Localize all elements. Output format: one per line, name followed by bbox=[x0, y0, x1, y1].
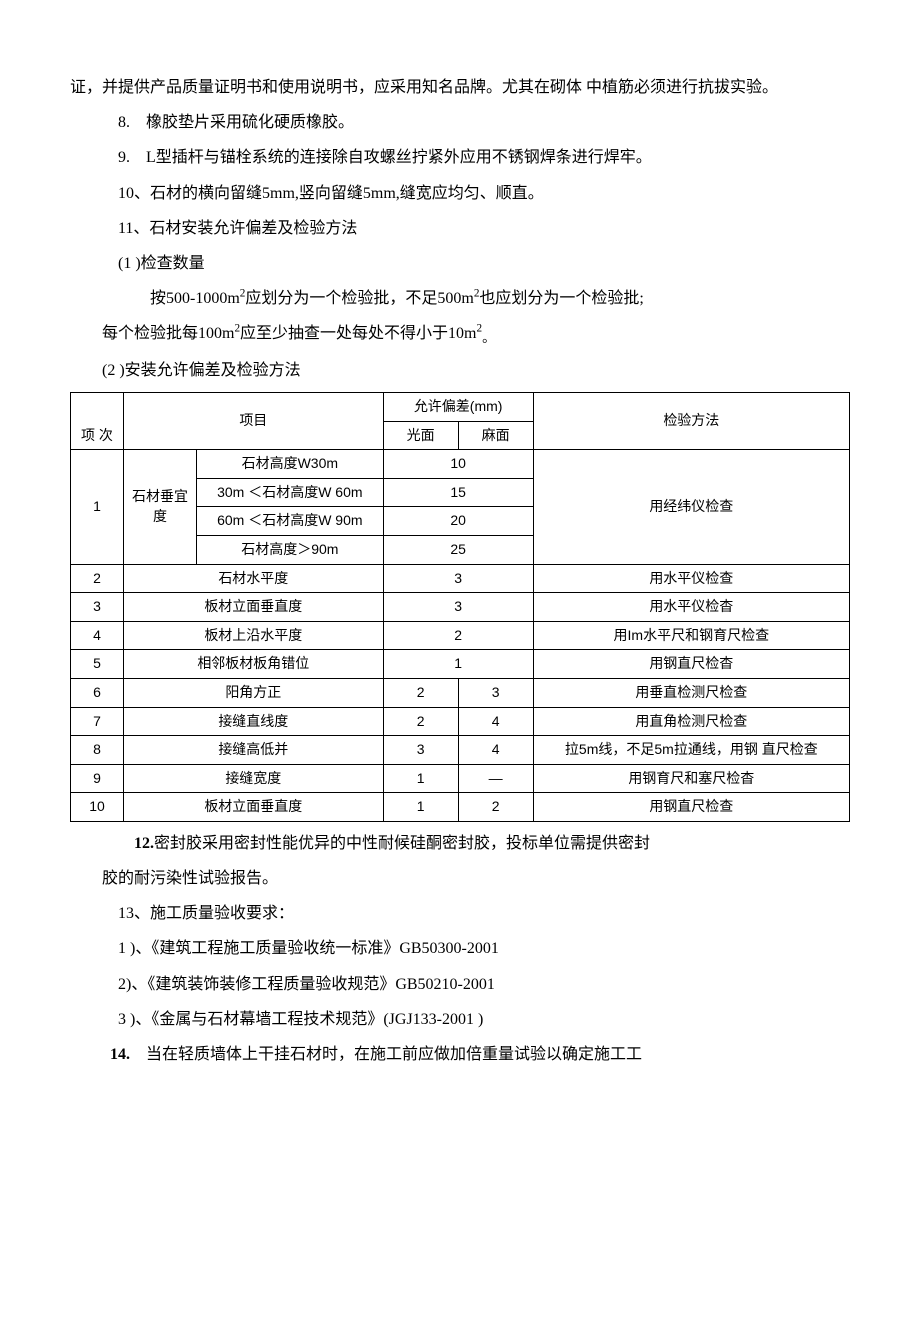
table-row: 2 石材水平度 3 用水平仪检查 bbox=[71, 564, 850, 593]
table-row: 4 板材上沿水平度 2 用Im水平尺和钢育尺检查 bbox=[71, 621, 850, 650]
cell-item: 接缝高低并 bbox=[124, 736, 384, 765]
header-index: 项 次 bbox=[71, 393, 124, 450]
paragraph-11: 11、石材安装允许偏差及检验方法 bbox=[70, 211, 850, 246]
cell-item: 阳角方正 bbox=[124, 678, 384, 707]
cell-item: 板材立面垂直度 bbox=[124, 793, 384, 822]
paragraph-13: 13、施工质量验收要求： bbox=[70, 896, 850, 931]
subscript-o: 。 bbox=[482, 331, 495, 346]
table-row: 6 阳角方正 2 3 用垂直检测尺检查 bbox=[71, 678, 850, 707]
table-row: 8 接缝高低并 3 4 拉5m线，不足5m拉通线，用钢 直尺检查 bbox=[71, 736, 850, 765]
cell-item: 石材水平度 bbox=[124, 564, 384, 593]
cell-index: 8 bbox=[71, 736, 124, 765]
cell-index: 4 bbox=[71, 621, 124, 650]
text-frag: 也应划分为一个检验批; bbox=[479, 290, 643, 307]
tolerance-table: 项 次 项目 允许偏差(mm) 检验方法 光面 麻面 1 石材垂宜度 石材高度W… bbox=[70, 392, 850, 822]
cell-value: 2 bbox=[383, 678, 458, 707]
cell-value: 4 bbox=[458, 736, 533, 765]
cell-item: 60m ＜石材高度W 90m bbox=[197, 507, 384, 536]
cell-value: 1 bbox=[383, 793, 458, 822]
text-frag: 应至少抽查一处每处不得小于10m bbox=[240, 325, 476, 342]
cell-item: 30m ＜石材高度W 60m bbox=[197, 478, 384, 507]
header-item: 项目 bbox=[124, 393, 384, 450]
table-row: 9 接缝宽度 1 — 用钢育尺和塞尺检杳 bbox=[71, 764, 850, 793]
paragraph-12b: 胶的耐污染性试验报告。 bbox=[70, 861, 850, 896]
cell-value: 3 bbox=[383, 564, 533, 593]
cell-item: 石材高度W30m bbox=[197, 450, 384, 479]
cell-item: 板材上沿水平度 bbox=[124, 621, 384, 650]
cell-index: 1 bbox=[71, 450, 124, 564]
cell-value: 1 bbox=[383, 650, 533, 679]
cell-method: 用经纬仪检查 bbox=[533, 450, 849, 564]
paragraph-13-2: 2)、《建筑装饰装修工程质量验收规范》GB50210-2001 bbox=[70, 967, 850, 1002]
cell-value: 15 bbox=[383, 478, 533, 507]
table-row: 10 板材立面垂直度 1 2 用钢直尺检查 bbox=[71, 793, 850, 822]
document-page: 证，并提供产品质量证明书和使用说明书，应采用知名品牌。尤其在砌体 中植筋必须进行… bbox=[0, 0, 920, 1112]
cell-index: 5 bbox=[71, 650, 124, 679]
paragraph-11-1: (1 )检查数量 bbox=[70, 246, 850, 281]
cell-item: 石材高度＞90m bbox=[197, 535, 384, 564]
cell-method: 拉5m线，不足5m拉通线，用钢 直尺检查 bbox=[533, 736, 849, 765]
cell-item: 相邻板材板角错位 bbox=[124, 650, 384, 679]
item-number: 14. bbox=[110, 1046, 130, 1063]
header-tol1: 光面 bbox=[383, 421, 458, 450]
cell-index: 6 bbox=[71, 678, 124, 707]
header-tolerance: 允许偏差(mm) bbox=[383, 393, 533, 422]
cell-method: 用钢直尺检查 bbox=[533, 793, 849, 822]
paragraph-13-1: 1 )、《建筑工程施工质量验收统一标准》GB50300-2001 bbox=[70, 931, 850, 966]
cell-method: 用钢直尺检杳 bbox=[533, 650, 849, 679]
cell-value: 1 bbox=[383, 764, 458, 793]
text-frag: 应划分为一个检验批，不足500m bbox=[245, 290, 473, 307]
cell-item: 板材立面垂直度 bbox=[124, 593, 384, 622]
cell-method: 用钢育尺和塞尺检杳 bbox=[533, 764, 849, 793]
paragraph-14: 14. 当在轻质墙体上干挂石材时，在施工前应做加倍重量试验以确定施工工 bbox=[70, 1037, 850, 1072]
cell-value: 3 bbox=[458, 678, 533, 707]
cell-value: 4 bbox=[458, 707, 533, 736]
table-row: 5 相邻板材板角错位 1 用钢直尺检杳 bbox=[71, 650, 850, 679]
cell-value: 2 bbox=[383, 621, 533, 650]
cell-value: 20 bbox=[383, 507, 533, 536]
cell-value: 2 bbox=[458, 793, 533, 822]
table-row: 1 石材垂宜度 石材高度W30m 10 用经纬仪检查 bbox=[71, 450, 850, 479]
cell-value: 3 bbox=[383, 593, 533, 622]
cell-index: 7 bbox=[71, 707, 124, 736]
paragraph-9: 9. L型插杆与锚栓系统的连接除自攻螺丝拧紧外应用不锈钢焊条进行焊牢。 bbox=[70, 140, 850, 175]
cell-method: 用垂直检测尺检查 bbox=[533, 678, 849, 707]
cell-index: 3 bbox=[71, 593, 124, 622]
paragraph-8: 8. 橡胶垫片采用硫化硬质橡胶。 bbox=[70, 105, 850, 140]
cell-method: 用水平仪检查 bbox=[533, 564, 849, 593]
cell-item: 接缝宽度 bbox=[124, 764, 384, 793]
table-header-row: 项 次 项目 允许偏差(mm) 检验方法 bbox=[71, 393, 850, 422]
cell-value: 25 bbox=[383, 535, 533, 564]
paragraph-11-2: (2 )安装允许偏差及检验方法 bbox=[70, 353, 850, 388]
cell-value: — bbox=[458, 764, 533, 793]
cell-value: 3 bbox=[383, 736, 458, 765]
cell-index: 10 bbox=[71, 793, 124, 822]
table-row: 3 板材立面垂直度 3 用水平仪检杳 bbox=[71, 593, 850, 622]
paragraph-11-1-body1: 按500-1000m2应划分为一个检验批，不足500m2也应划分为一个检验批; bbox=[70, 281, 850, 316]
header-tol2: 麻面 bbox=[458, 421, 533, 450]
cell-value: 10 bbox=[383, 450, 533, 479]
paragraph-11-1-body2: 每个检验批每100m2应至少抽查一处每处不得小于10m2。 bbox=[70, 316, 850, 353]
header-method: 检验方法 bbox=[533, 393, 849, 450]
paragraph-intro: 证，并提供产品质量证明书和使用说明书，应采用知名品牌。尤其在砌体 中植筋必须进行… bbox=[70, 70, 850, 105]
cell-method: 用水平仪检杳 bbox=[533, 593, 849, 622]
paragraph-13-3: 3 )、《金属与石材幕墙工程技术规范》(JGJ133-2001 ) bbox=[70, 1002, 850, 1037]
cell-sub: 石材垂宜度 bbox=[124, 450, 197, 564]
cell-index: 9 bbox=[71, 764, 124, 793]
paragraph-12: 12.密封胶采用密封性能优异的中性耐候硅酮密封胶，投标单位需提供密封 bbox=[70, 826, 850, 861]
text-frag: 密封胶采用密封性能优异的中性耐候硅酮密封胶，投标单位需提供密封 bbox=[154, 835, 650, 852]
cell-value: 2 bbox=[383, 707, 458, 736]
table-row: 7 接缝直线度 2 4 用直角检测尺检查 bbox=[71, 707, 850, 736]
text-frag: 当在轻质墙体上干挂石材时，在施工前应做加倍重量试验以确定施工工 bbox=[146, 1046, 642, 1063]
paragraph-10: 10、石材的横向留缝5mm,竖向留缝5mm,缝宽应均匀、顺直。 bbox=[70, 176, 850, 211]
cell-index: 2 bbox=[71, 564, 124, 593]
text-frag: 每个检验批每100m bbox=[102, 325, 234, 342]
cell-method: 用Im水平尺和钢育尺检查 bbox=[533, 621, 849, 650]
text-frag: 按500-1000m bbox=[150, 290, 240, 307]
cell-item: 接缝直线度 bbox=[124, 707, 384, 736]
cell-method: 用直角检测尺检查 bbox=[533, 707, 849, 736]
item-number: 12. bbox=[134, 835, 154, 852]
